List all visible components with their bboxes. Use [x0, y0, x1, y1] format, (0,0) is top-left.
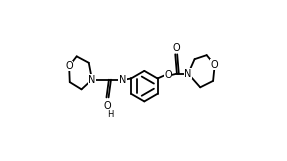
Text: O: O: [172, 43, 180, 53]
Text: O: O: [104, 101, 111, 111]
Text: O: O: [164, 70, 172, 80]
Text: N: N: [185, 69, 192, 79]
Text: N: N: [88, 75, 96, 85]
Text: O: O: [65, 61, 73, 71]
Text: N: N: [119, 75, 126, 85]
Text: H: H: [107, 110, 114, 119]
Text: O: O: [211, 60, 218, 70]
